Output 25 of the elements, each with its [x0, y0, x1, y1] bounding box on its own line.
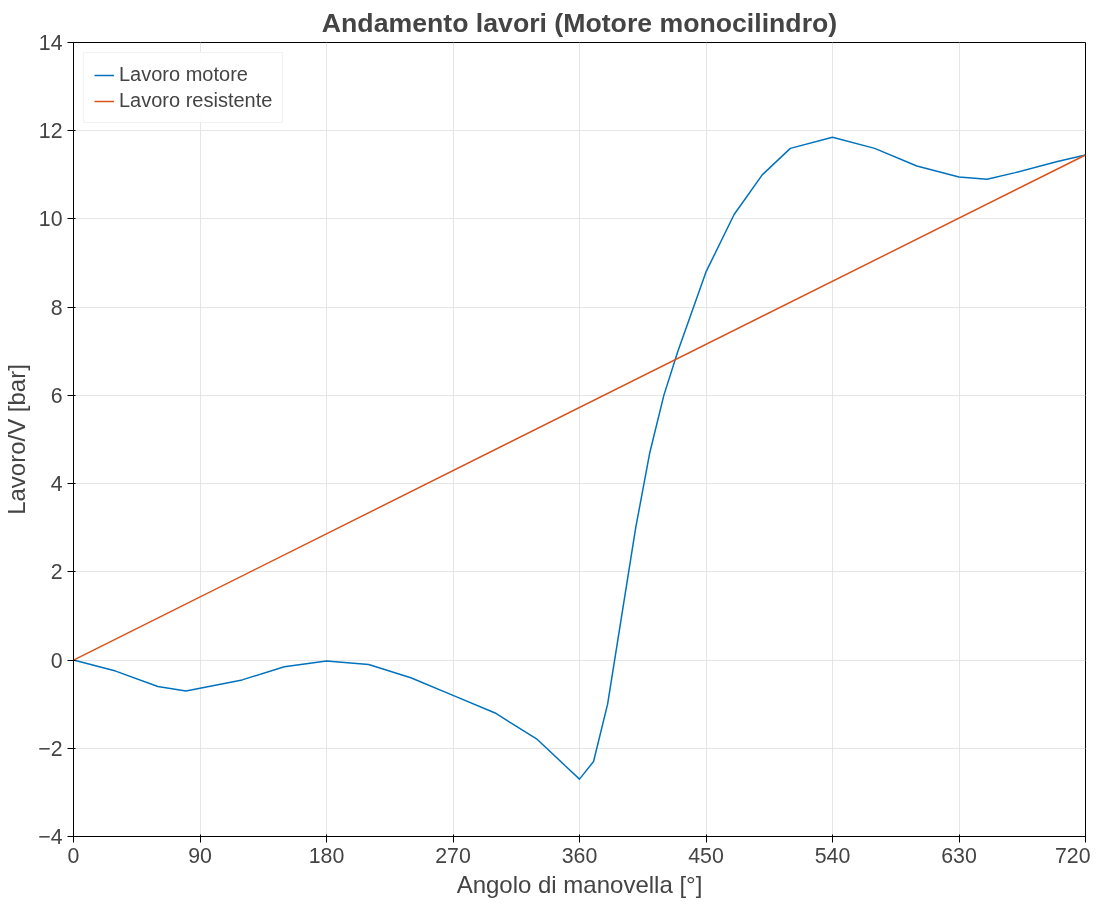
x-tick-label: 630: [941, 843, 977, 868]
line-series: [73, 136, 1086, 780]
y-tick-label: 8: [50, 295, 63, 320]
x-tick-label: 540: [814, 843, 851, 868]
y-tick-label: 14: [38, 31, 63, 55]
y-tick-label: 0: [50, 648, 63, 673]
chart-title: Andamento lavori (Motore monocilindro): [321, 7, 838, 38]
y-tick-label: 4: [50, 472, 63, 497]
x-tick-label: 450: [688, 843, 724, 868]
legend-label: Lavoro resistente: [119, 89, 273, 112]
y-tick-label: −4: [38, 825, 63, 849]
x-tick-label: 720: [1054, 843, 1091, 868]
y-tick-label: 12: [38, 119, 63, 144]
y-tick-label: 6: [50, 383, 63, 408]
x-tick-label: 360: [561, 843, 598, 868]
x-axis-title: Angolo di manovella [°]: [456, 870, 703, 898]
y-tick-label: −2: [38, 736, 63, 761]
x-tick-label: 0: [67, 843, 80, 868]
y-tick-label: 10: [38, 207, 63, 232]
y-tick-label: 2: [50, 560, 63, 585]
y-axis-title: Lavoro/V [bar]: [3, 364, 31, 515]
legend-label: Lavoro motore: [119, 63, 248, 86]
x-tick-label: 270: [435, 843, 471, 868]
x-tick-label: 180: [308, 843, 345, 868]
x-tick-label: 90: [188, 843, 212, 868]
